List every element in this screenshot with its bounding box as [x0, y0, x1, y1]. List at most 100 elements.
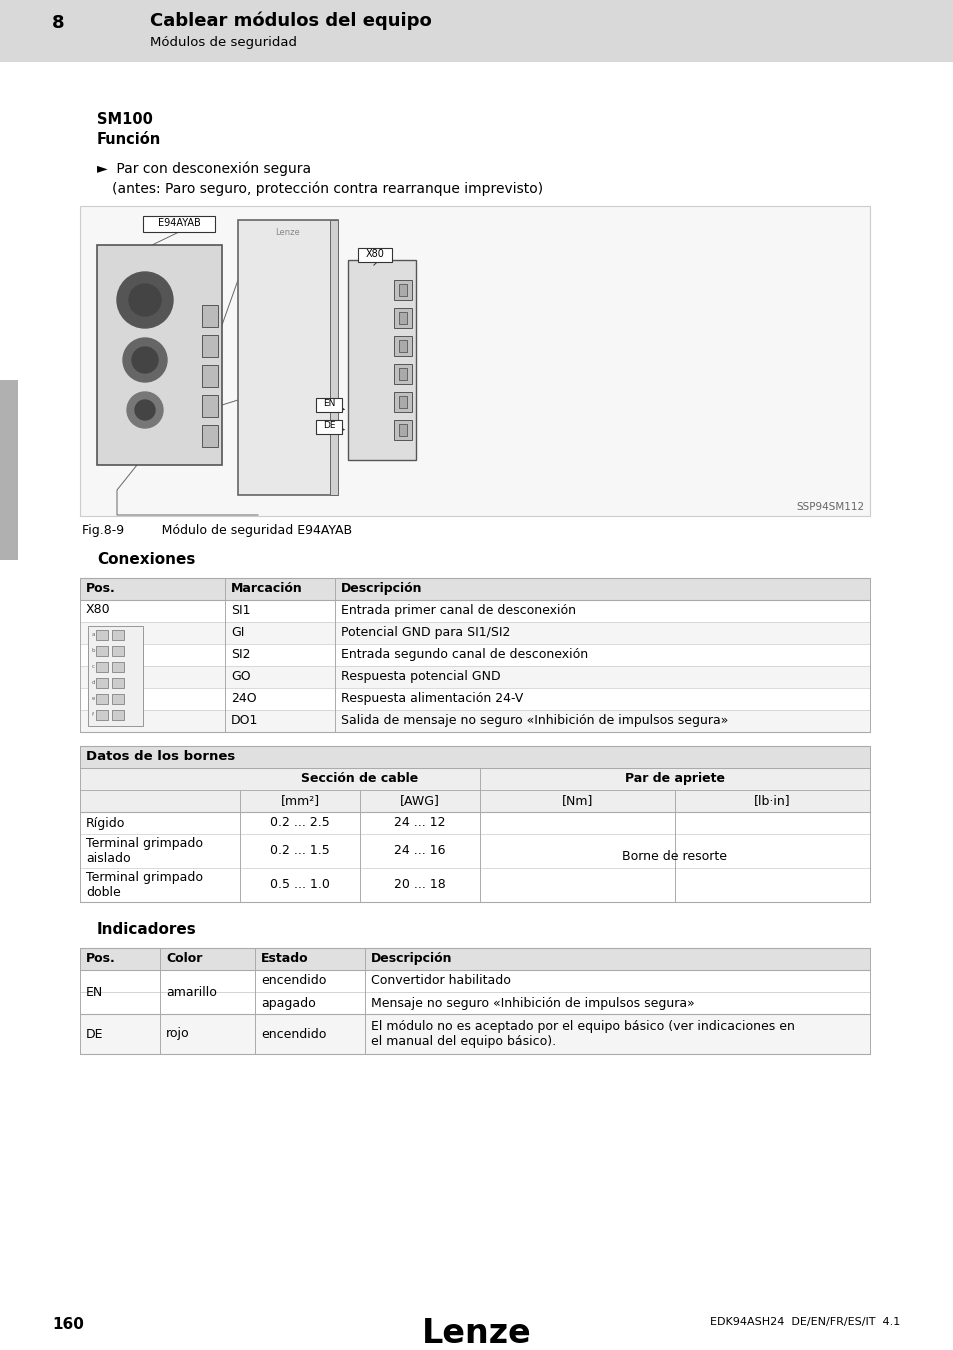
Bar: [398, 340, 407, 352]
Bar: [0, 0, 953, 62]
Bar: [80, 688, 869, 710]
Bar: [80, 948, 869, 971]
Text: Conexiones: Conexiones: [97, 552, 195, 567]
Bar: [80, 811, 869, 834]
Circle shape: [127, 392, 163, 428]
Bar: [97, 244, 222, 464]
Text: 8: 8: [52, 14, 65, 32]
Bar: [394, 392, 412, 412]
Bar: [394, 364, 412, 383]
Text: SSP94SM112: SSP94SM112: [796, 502, 864, 512]
Text: Potencial GND para SI1/SI2: Potencial GND para SI1/SI2: [340, 626, 510, 639]
Text: 0.5 ... 1.0: 0.5 ... 1.0: [270, 879, 330, 891]
Text: Descripción: Descripción: [371, 952, 452, 965]
Text: [Nm]: [Nm]: [561, 794, 593, 807]
Text: a: a: [91, 633, 95, 637]
Text: Convertidor habilitado: Convertidor habilitado: [371, 975, 511, 987]
Circle shape: [123, 338, 167, 382]
Bar: [80, 992, 869, 1014]
Text: GO: GO: [231, 670, 251, 683]
Bar: [315, 398, 341, 412]
Text: rojo: rojo: [166, 1027, 190, 1041]
Bar: [112, 694, 124, 703]
Text: [AWG]: [AWG]: [399, 794, 439, 807]
Text: ►  Par con desconexión segura: ► Par con desconexión segura: [97, 162, 311, 177]
Bar: [112, 662, 124, 672]
Text: Función: Función: [97, 132, 161, 147]
Text: f: f: [91, 713, 94, 717]
Bar: [394, 420, 412, 440]
Bar: [394, 308, 412, 328]
Text: Mensaje no seguro «Inhibición de impulsos segura»: Mensaje no seguro «Inhibición de impulso…: [371, 996, 694, 1010]
Text: [mm²]: [mm²]: [280, 794, 319, 807]
Text: GI: GI: [231, 626, 244, 639]
Bar: [80, 1014, 869, 1054]
Bar: [357, 248, 392, 262]
Bar: [0, 379, 18, 560]
Text: Terminal grimpado
doble: Terminal grimpado doble: [86, 871, 203, 899]
Text: amarillo: amarillo: [166, 986, 216, 999]
Text: SM100: SM100: [97, 112, 152, 127]
Bar: [80, 207, 869, 516]
Text: DE: DE: [86, 1027, 103, 1041]
Text: SI2: SI2: [231, 648, 251, 662]
Bar: [202, 396, 218, 417]
Bar: [80, 622, 869, 644]
Bar: [80, 710, 869, 732]
Text: [lb·in]: [lb·in]: [754, 794, 790, 807]
Text: Lenze: Lenze: [275, 228, 300, 238]
Text: SI1: SI1: [231, 603, 251, 617]
Text: Pos.: Pos.: [86, 952, 115, 965]
Text: Sección de cable: Sección de cable: [301, 772, 418, 784]
Text: Pos.: Pos.: [86, 582, 115, 595]
Text: c: c: [91, 664, 95, 670]
Bar: [80, 790, 869, 811]
Text: EDK94ASH24  DE/EN/FR/ES/IT  4.1: EDK94ASH24 DE/EN/FR/ES/IT 4.1: [709, 1318, 899, 1327]
Text: Respuesta alimentación 24-V: Respuesta alimentación 24-V: [340, 693, 522, 705]
Text: Fig.8-9   Módulo de seguridad E94AYAB: Fig.8-9 Módulo de seguridad E94AYAB: [82, 524, 352, 537]
Text: X80: X80: [86, 603, 111, 616]
Bar: [96, 630, 108, 640]
Circle shape: [132, 347, 158, 373]
Bar: [112, 647, 124, 656]
Bar: [202, 305, 218, 327]
Bar: [80, 666, 869, 688]
Text: Módulos de seguridad: Módulos de seguridad: [150, 36, 296, 49]
Bar: [348, 261, 416, 460]
Text: Salida de mensaje no seguro «Inhibición de impulsos segura»: Salida de mensaje no seguro «Inhibición …: [340, 714, 727, 728]
Bar: [202, 335, 218, 356]
Text: EN: EN: [322, 400, 335, 408]
Text: d: d: [91, 680, 95, 686]
Text: Color: Color: [166, 952, 202, 965]
Bar: [80, 644, 869, 666]
Text: Par de apriete: Par de apriete: [624, 772, 724, 784]
Bar: [398, 312, 407, 324]
Bar: [237, 220, 337, 495]
Bar: [80, 768, 869, 790]
Text: 24 ... 16: 24 ... 16: [394, 845, 445, 857]
Text: b: b: [91, 648, 95, 653]
Text: 0.2 ... 1.5: 0.2 ... 1.5: [270, 845, 330, 857]
Text: DO1: DO1: [231, 714, 258, 728]
Text: 24 ... 12: 24 ... 12: [394, 817, 445, 829]
Text: (antes: Paro seguro, protección contra rearranque imprevisto): (antes: Paro seguro, protección contra r…: [112, 182, 542, 197]
Bar: [330, 220, 337, 495]
Text: Estado: Estado: [261, 952, 309, 965]
Text: 160: 160: [52, 1318, 84, 1332]
Text: encendido: encendido: [261, 1027, 326, 1041]
Bar: [96, 678, 108, 688]
Bar: [315, 420, 341, 433]
Text: apagado: apagado: [261, 996, 315, 1010]
Text: Lenze: Lenze: [421, 1318, 532, 1350]
Bar: [96, 647, 108, 656]
Text: Respuesta potencial GND: Respuesta potencial GND: [340, 670, 500, 683]
Bar: [398, 369, 407, 379]
Bar: [398, 396, 407, 408]
Bar: [202, 425, 218, 447]
Bar: [80, 971, 869, 992]
Text: 0.2 ... 2.5: 0.2 ... 2.5: [270, 817, 330, 829]
Bar: [394, 279, 412, 300]
Bar: [80, 868, 869, 902]
Text: Indicadores: Indicadores: [97, 922, 196, 937]
Bar: [394, 336, 412, 356]
